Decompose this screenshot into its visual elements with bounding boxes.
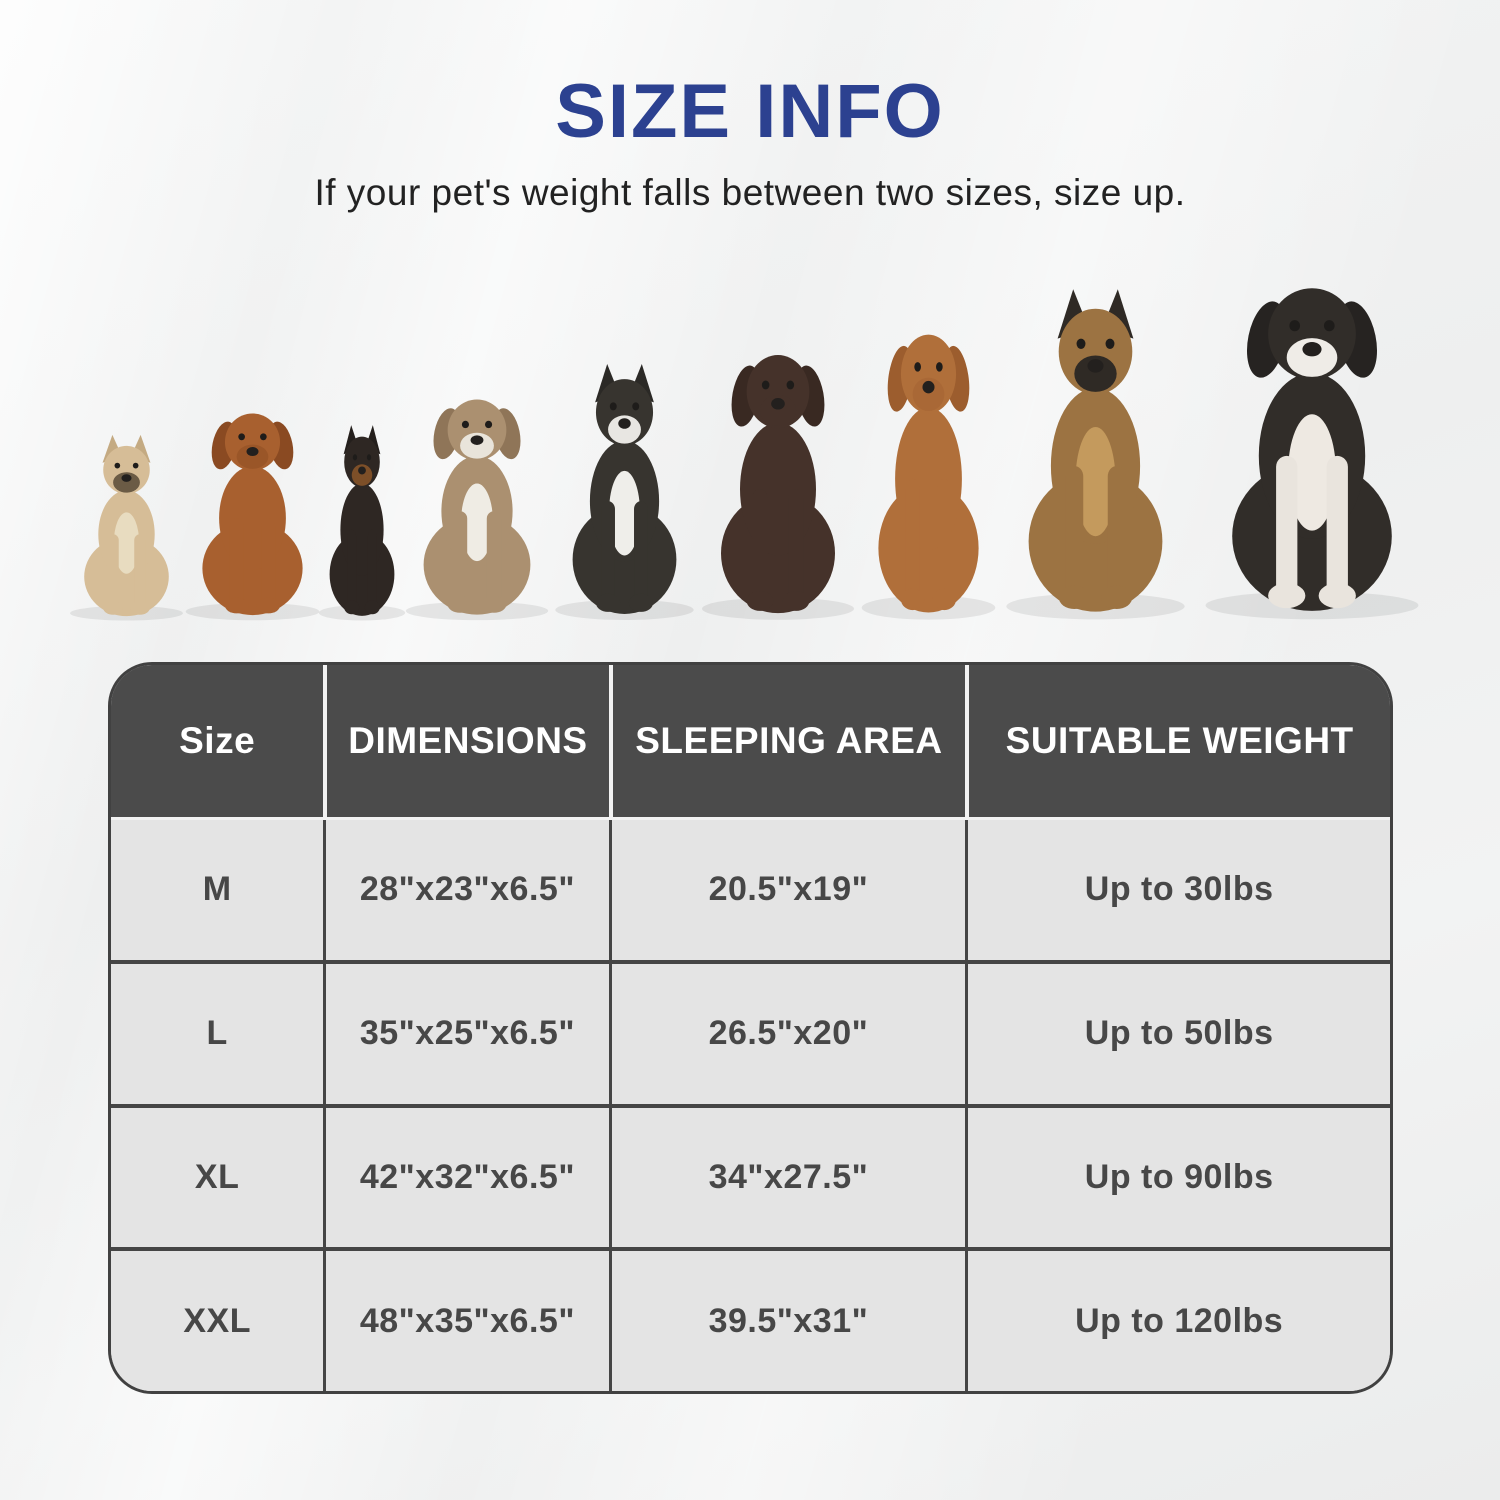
cell-size: L (206, 1014, 228, 1053)
size-table: Size DIMENSIONS SLEEPING AREA SUITABLE W… (108, 662, 1393, 1394)
dog-german-shepherd (984, 284, 1207, 622)
dog-miniature-pinscher (308, 422, 416, 622)
header-cell-sleeping-area: SLEEPING AREA (608, 665, 966, 817)
dog-cavalier-king-charles-spaniel (169, 397, 336, 622)
dog-english-bulldog (388, 382, 566, 622)
dog-bernese-mountain-dog (1179, 262, 1445, 622)
table-row: XL 42"x32"x6.5" 34"x27.5" Up to 90lbs (111, 1103, 1390, 1248)
cell-dimensions: 42"x32"x6.5" (323, 1107, 608, 1248)
table-body: M 28"x23"x6.5" 20.5"x19" Up to 30lbs L 3… (111, 820, 1390, 1391)
table-header-row: Size DIMENSIONS SLEEPING AREA SUITABLE W… (111, 665, 1390, 820)
cell-sleeping-area: 26.5"x20" (608, 963, 966, 1104)
table-row: XXL 48"x35"x6.5" 39.5"x31" Up to 120lbs (111, 1247, 1390, 1391)
table-row: L 35"x25"x6.5" 26.5"x20" Up to 50lbs (111, 959, 1390, 1104)
cell-size: XL (194, 1157, 240, 1196)
cell-dimensions: 48"x35"x6.5" (323, 1251, 608, 1391)
cell-dimensions: 28"x23"x6.5" (323, 820, 608, 960)
dog-border-collie (538, 360, 711, 622)
cell-dimensions: 35"x25"x6.5" (323, 963, 608, 1104)
table-row: M 28"x23"x6.5" 20.5"x19" Up to 30lbs (111, 820, 1390, 960)
cell-size: XXL (183, 1301, 251, 1340)
cell-sleeping-area: 34"x27.5" (608, 1107, 966, 1248)
cell-suitable-weight: Up to 90lbs (965, 1107, 1390, 1248)
dog-vizsla (845, 312, 1012, 622)
page-subtitle: If your pet's weight falls between two s… (314, 172, 1186, 213)
cell-size: M (202, 870, 232, 909)
header-cell-size: Size (179, 720, 256, 761)
header-cell-suitable-weight: SUITABLE WEIGHT (965, 665, 1390, 817)
dogs-lineup-image (0, 258, 1500, 622)
cell-suitable-weight: Up to 120lbs (965, 1251, 1390, 1391)
cell-suitable-weight: Up to 50lbs (965, 963, 1390, 1104)
cell-sleeping-area: 20.5"x19" (608, 820, 966, 960)
dog-french-bulldog (56, 432, 197, 622)
header-cell-dimensions: DIMENSIONS (323, 665, 608, 817)
dog-chocolate-labrador (683, 334, 873, 622)
page-title: SIZE INFO (555, 69, 945, 154)
cell-sleeping-area: 39.5"x31" (608, 1251, 966, 1391)
cell-suitable-weight: Up to 30lbs (965, 820, 1390, 960)
